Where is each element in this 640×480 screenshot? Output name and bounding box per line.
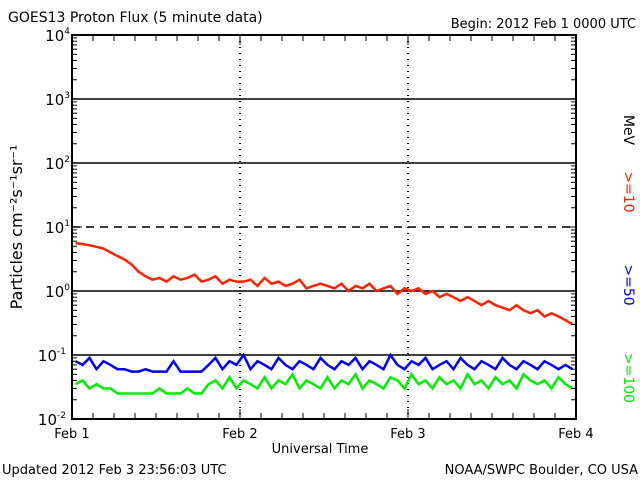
- legend-ge10: >=10: [620, 171, 636, 212]
- y-tick-base: 10: [45, 219, 64, 237]
- y-tick-exp: 0: [64, 283, 70, 293]
- y-tick-base: 10: [45, 91, 64, 109]
- y-tick-label: 100: [45, 283, 70, 301]
- y-tick-label: 103: [45, 91, 70, 109]
- y-tick-label: 101: [45, 219, 70, 237]
- y-tick-label: 10-2: [38, 411, 66, 429]
- energy-unit-label: MeV: [620, 115, 636, 146]
- y-tick-exp: 2: [64, 155, 70, 165]
- credit-label: NOAA/SWPC Boulder, CO USA: [445, 463, 638, 478]
- begin-label: Begin: 2012 Feb 1 0000 UTC: [451, 17, 636, 32]
- y-tick-exp: -2: [57, 411, 66, 421]
- y-tick-base: 10: [45, 283, 64, 301]
- y-tick-label: 10-1: [38, 347, 66, 365]
- x-tick-label: Feb 1: [54, 427, 89, 442]
- series-line-ge50: [74, 352, 574, 373]
- updated-timestamp: Updated 2012 Feb 3 23:56:03 UTC: [2, 463, 227, 478]
- x-tick-label: Feb 2: [222, 427, 257, 442]
- y-tick-label: 104: [45, 27, 70, 45]
- y-tick-base: 10: [38, 347, 57, 365]
- legend-ge50: >=50: [620, 264, 636, 305]
- series-line-ge100: [74, 371, 574, 395]
- y-tick-exp: 4: [64, 27, 70, 37]
- y-axis-label: Particles cm⁻²s⁻¹sr⁻¹: [7, 145, 26, 310]
- x-tick-label: Feb 4: [558, 427, 593, 442]
- x-axis-label: Universal Time: [272, 442, 369, 457]
- y-tick-base: 10: [45, 155, 64, 173]
- legend-ge100: >=100: [620, 353, 636, 403]
- series-line-ge10: [75, 241, 574, 326]
- y-tick-exp: 1: [64, 219, 70, 229]
- chart-title: GOES13 Proton Flux (5 minute data): [8, 10, 263, 26]
- y-tick-base: 10: [45, 27, 64, 45]
- y-tick-exp: -1: [57, 347, 66, 357]
- y-tick-base: 10: [38, 411, 57, 429]
- y-tick-exp: 3: [64, 91, 70, 101]
- x-tick-label: Feb 3: [390, 427, 425, 442]
- y-tick-label: 102: [45, 155, 70, 173]
